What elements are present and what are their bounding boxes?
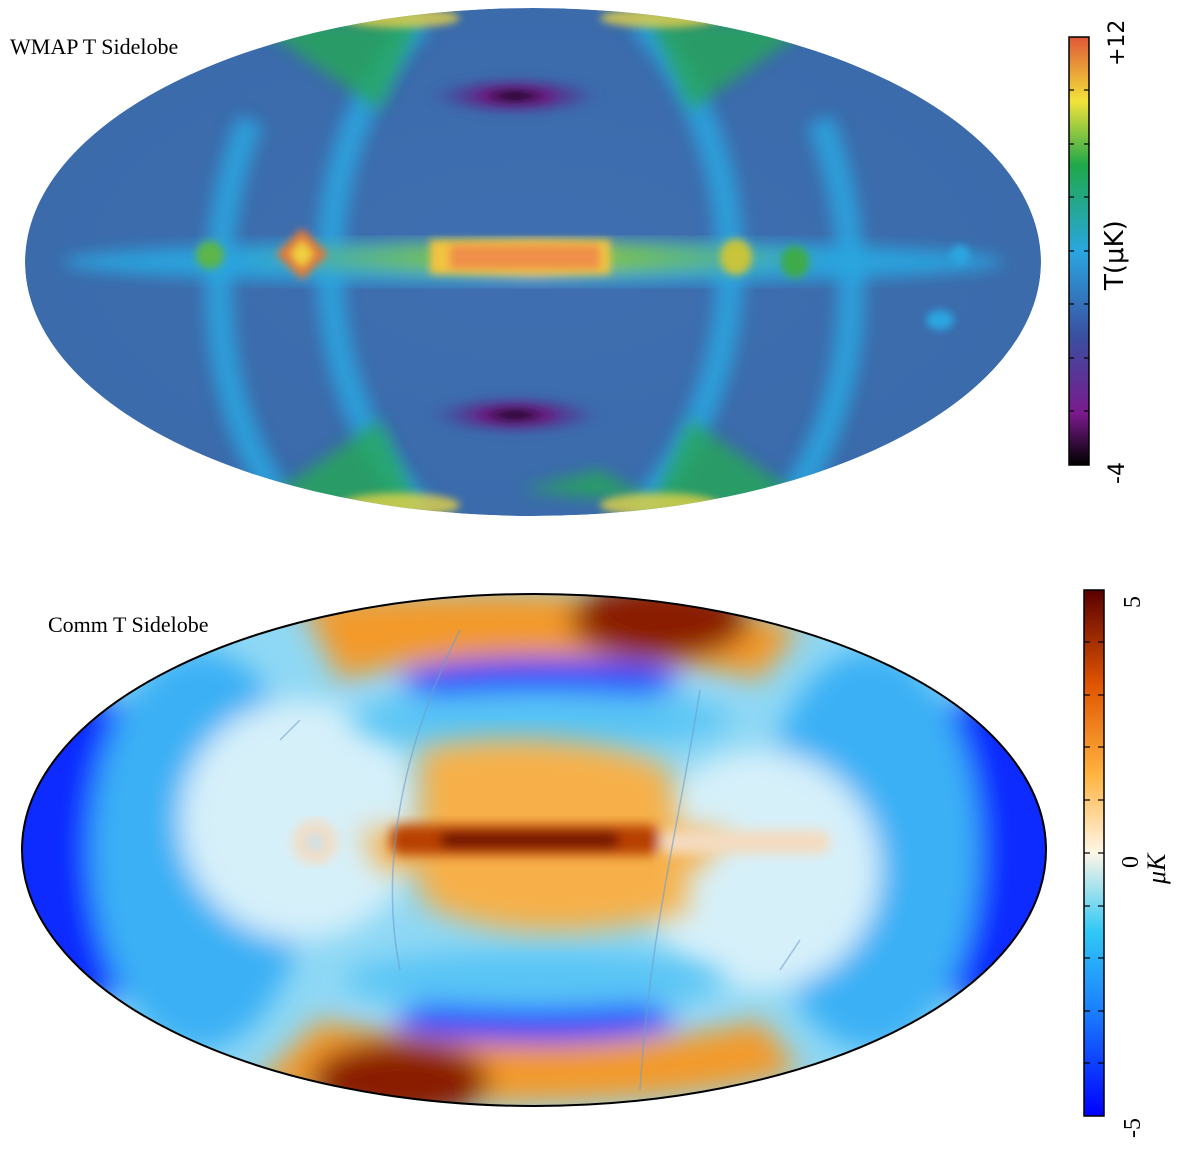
wmap-colorbar-unit-label: T(μK): [1100, 220, 1130, 290]
wmap-title: WMAP T Sidelobe: [10, 34, 179, 59]
comm-panel: Comm T Sidelobe 5 0 μK -5: [0, 570, 1200, 1150]
comm-map-outline: [21, 593, 1047, 1107]
wmap-panel: WMAP T Sidelobe +12 T(μK) -4: [0, 0, 1200, 540]
wmap-map-figure: [25, 8, 1090, 516]
comm-colorbar-min-label: -5: [1120, 1118, 1146, 1138]
wmap-colorbar-max-label: +12: [1105, 19, 1130, 66]
comm-map-figure: [21, 589, 1105, 1117]
wmap-mollweide-map: [25, 8, 1041, 516]
comm-colorbar: [1083, 589, 1105, 1117]
wmap-colorbar-min-label: -4: [1105, 462, 1130, 484]
wmap-colorbar: [1068, 36, 1090, 466]
comm-title: Comm T Sidelobe: [48, 612, 209, 637]
comm-mollweide-map: [22, 594, 1046, 1106]
comm-colorbar-mid-label: 0: [1118, 856, 1144, 868]
comm-colorbar-unit-label: μK: [1142, 853, 1171, 884]
comm-colorbar-max-label: 5: [1120, 596, 1146, 608]
